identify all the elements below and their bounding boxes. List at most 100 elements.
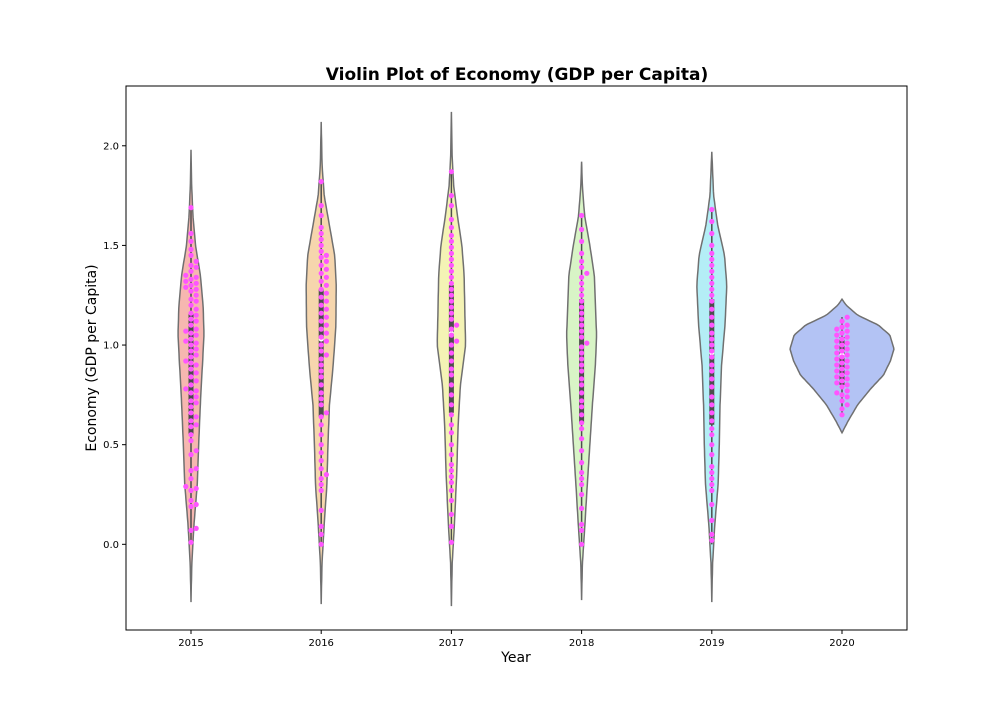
point-2016 [318, 318, 324, 324]
point-2019 [709, 274, 715, 280]
point-2016 [323, 306, 329, 312]
point-2017 [448, 274, 454, 280]
point-2015 [193, 400, 199, 406]
point-2016 [318, 362, 324, 368]
point-2016 [318, 458, 324, 464]
point-2019 [709, 286, 715, 292]
point-2018 [579, 436, 585, 442]
point-2019 [709, 230, 715, 237]
point-2015 [188, 288, 194, 294]
point-2018 [579, 448, 585, 454]
point-2016 [323, 266, 329, 272]
point-2020 [839, 392, 845, 398]
point-2017 [448, 402, 454, 408]
point-2019 [709, 314, 715, 320]
point-2015 [183, 338, 189, 344]
point-2016 [323, 338, 329, 344]
point-2019 [709, 452, 715, 458]
point-2020 [834, 362, 840, 368]
point-2019 [709, 410, 715, 416]
point-2018 [579, 286, 585, 292]
point-2018 [579, 390, 585, 396]
y-tick-label: 0.5 [103, 440, 119, 451]
point-2019 [709, 487, 715, 494]
point-2016 [318, 278, 324, 284]
point-2020 [844, 358, 850, 364]
point-2018 [579, 362, 585, 368]
point-2019 [709, 322, 715, 328]
point-2019 [709, 432, 715, 438]
point-2015 [193, 326, 199, 332]
point-2017 [448, 232, 454, 239]
point-2017 [448, 497, 454, 504]
point-2020 [839, 398, 845, 404]
point-2017 [448, 238, 454, 244]
point-2017 [448, 169, 454, 175]
point-2018 [579, 541, 585, 547]
point-2015 [193, 346, 199, 352]
point-2020 [839, 336, 845, 342]
point-2015 [188, 302, 194, 308]
point-2018 [579, 238, 585, 244]
point-2020 [844, 314, 850, 320]
x-tick-label: 2017 [439, 638, 464, 649]
point-2015 [188, 238, 194, 244]
point-2018 [579, 481, 585, 488]
point-2020 [834, 338, 840, 344]
point-2018 [579, 398, 585, 404]
point-2019 [709, 206, 715, 213]
point-2020 [834, 380, 840, 386]
point-2016 [318, 248, 324, 254]
point-2015 [193, 306, 199, 312]
point-2017 [448, 203, 454, 209]
point-2018 [579, 476, 585, 482]
point-2016 [318, 236, 324, 242]
point-2020 [839, 330, 845, 336]
point-2015 [188, 476, 194, 482]
point-2017 [448, 326, 454, 332]
point-2019 [709, 501, 715, 508]
point-2015 [193, 448, 199, 454]
point-2019 [709, 481, 715, 488]
point-2015 [193, 525, 199, 532]
point-2018 [579, 521, 585, 528]
point-2018 [579, 328, 585, 334]
point-2017 [448, 250, 454, 256]
point-2016 [318, 342, 324, 348]
point-2016 [318, 487, 324, 494]
boxes-layer [188, 171, 845, 545]
point-2017 [448, 216, 454, 223]
point-2017 [448, 256, 454, 262]
point-2017 [448, 286, 454, 292]
point-2020 [839, 324, 845, 330]
point-2020 [844, 328, 850, 334]
point-2016 [318, 442, 324, 448]
point-2017 [448, 332, 454, 338]
point-2017 [448, 244, 454, 250]
point-2020 [839, 378, 845, 384]
point-2020 [844, 370, 850, 376]
point-2017 [448, 224, 454, 231]
point-2019 [709, 218, 715, 225]
point-2017 [448, 462, 454, 468]
point-2020 [839, 372, 845, 378]
point-2015 [188, 404, 194, 410]
point-2016 [318, 179, 324, 185]
point-2015 [188, 432, 194, 438]
point-2020 [839, 318, 845, 324]
point-2019 [709, 464, 715, 470]
point-2016 [318, 523, 324, 530]
point-2018 [579, 226, 585, 233]
point-2019 [709, 354, 715, 360]
point-2016 [318, 481, 324, 488]
point-2017 [448, 392, 454, 398]
point-2015 [188, 374, 194, 380]
point-2017 [448, 487, 454, 494]
point-2018 [579, 304, 585, 310]
point-2015 [188, 410, 194, 416]
point-2017 [448, 316, 454, 322]
point-2015 [188, 296, 194, 302]
point-2016 [318, 396, 324, 402]
point-2015 [188, 452, 194, 458]
point-2019 [709, 336, 715, 342]
